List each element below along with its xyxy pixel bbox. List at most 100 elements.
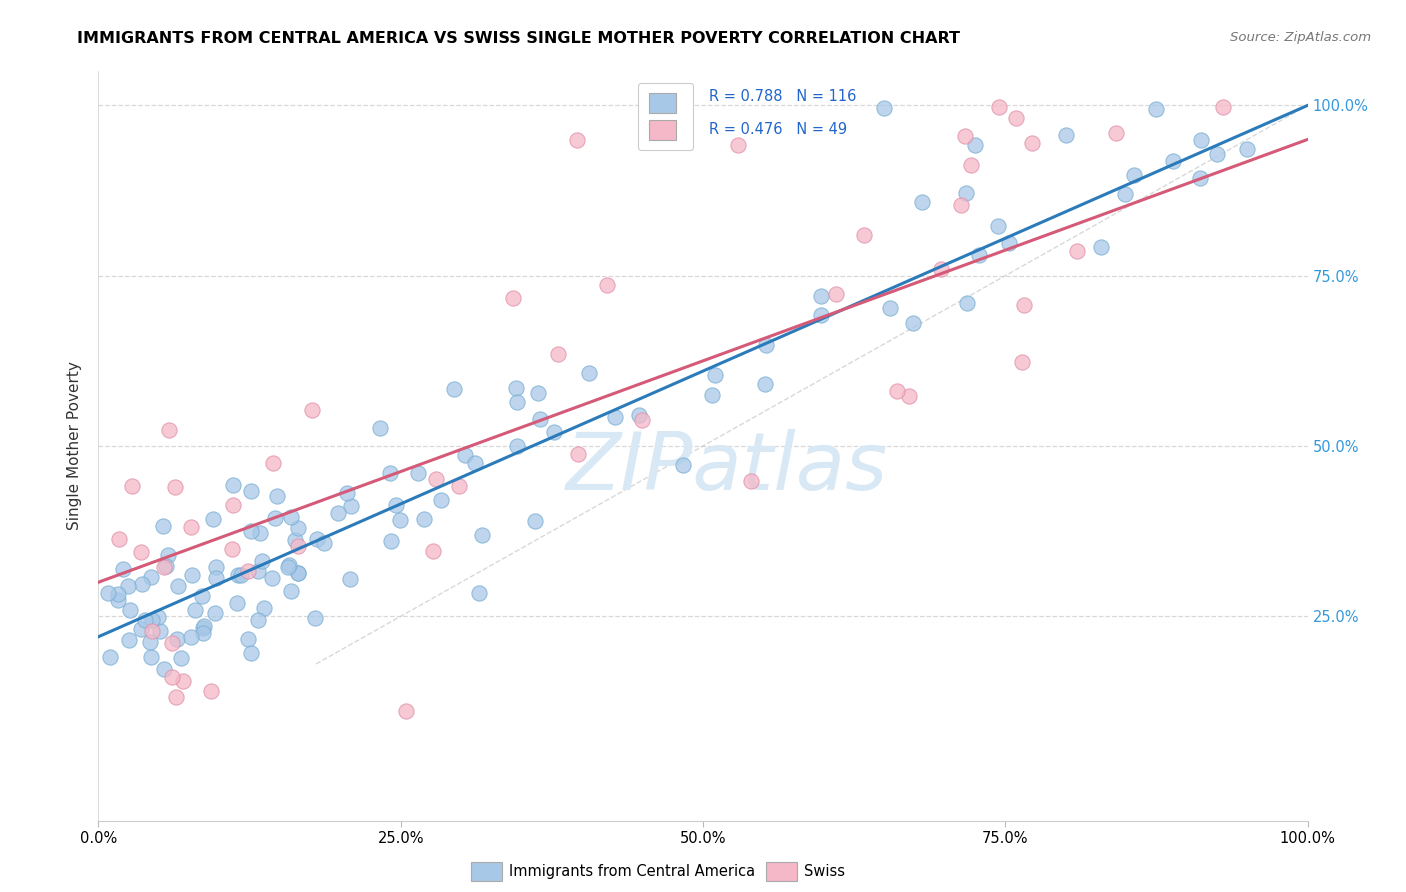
- Point: [395, 704, 418, 718]
- Point: [449, 479, 471, 493]
- Point: [204, 607, 226, 621]
- Point: [464, 456, 486, 470]
- Point: [408, 467, 430, 481]
- Point: [301, 402, 323, 417]
- Point: [527, 386, 550, 401]
- Point: [852, 228, 875, 243]
- Point: [987, 100, 1010, 114]
- Point: [153, 559, 176, 574]
- Point: [129, 622, 152, 636]
- Point: [997, 235, 1019, 250]
- Point: [1021, 136, 1043, 151]
- Point: [152, 519, 174, 533]
- Point: [627, 408, 650, 422]
- Point: [226, 596, 249, 610]
- Point: [1011, 355, 1033, 369]
- Point: [111, 562, 134, 576]
- Point: [305, 532, 328, 546]
- Point: [1123, 168, 1146, 182]
- Point: [810, 289, 832, 303]
- Text: Swiss: Swiss: [804, 864, 845, 879]
- Point: [1066, 244, 1088, 258]
- Point: [97, 585, 120, 599]
- Point: [1211, 100, 1233, 114]
- Point: [700, 388, 723, 402]
- Point: [160, 636, 183, 650]
- Point: [260, 571, 283, 585]
- Point: [873, 101, 896, 115]
- Point: [180, 568, 202, 582]
- Point: [287, 566, 309, 580]
- Point: [239, 524, 262, 538]
- Point: [755, 338, 778, 352]
- Point: [950, 198, 973, 212]
- Point: [139, 635, 162, 649]
- Point: [250, 554, 273, 568]
- Point: [249, 525, 271, 540]
- Point: [903, 316, 925, 330]
- Point: [278, 558, 301, 572]
- Point: [193, 619, 215, 633]
- Point: [266, 489, 288, 503]
- Point: [180, 520, 202, 534]
- Point: [107, 593, 129, 607]
- Point: [389, 512, 412, 526]
- Y-axis label: Single Mother Poverty: Single Mother Poverty: [67, 361, 83, 531]
- Point: [239, 483, 262, 498]
- Point: [191, 621, 214, 635]
- Point: [204, 559, 226, 574]
- Point: [253, 600, 276, 615]
- Point: [1105, 126, 1128, 140]
- Point: [107, 587, 129, 601]
- Point: [727, 137, 749, 152]
- Point: [339, 572, 361, 586]
- Point: [201, 511, 224, 525]
- Point: [703, 368, 725, 383]
- Point: [953, 128, 976, 143]
- Point: [118, 633, 141, 648]
- Point: [505, 381, 527, 395]
- Text: Source: ZipAtlas.com: Source: ZipAtlas.com: [1230, 31, 1371, 45]
- Point: [810, 308, 832, 322]
- Point: [380, 467, 402, 481]
- Point: [157, 423, 180, 437]
- Point: [221, 478, 243, 492]
- Point: [191, 590, 214, 604]
- Point: [578, 366, 600, 380]
- Point: [1161, 153, 1184, 168]
- Point: [340, 499, 363, 513]
- Point: [468, 586, 491, 600]
- Point: [1189, 133, 1212, 147]
- Point: [965, 138, 987, 153]
- Point: [180, 630, 202, 644]
- Point: [1146, 102, 1168, 116]
- Point: [100, 650, 122, 665]
- Point: [247, 564, 270, 578]
- Point: [170, 651, 193, 665]
- Point: [955, 186, 977, 201]
- Point: [1005, 112, 1028, 126]
- Point: [898, 389, 921, 403]
- Text: R = 0.788   N = 116: R = 0.788 N = 116: [709, 89, 856, 104]
- Point: [454, 448, 477, 462]
- Point: [740, 475, 762, 489]
- Point: [172, 673, 194, 688]
- Point: [139, 650, 162, 665]
- Text: ZIPatlas: ZIPatlas: [567, 429, 889, 508]
- Point: [368, 421, 391, 435]
- Point: [524, 514, 547, 528]
- Point: [430, 493, 453, 508]
- Point: [222, 498, 245, 512]
- Point: [631, 413, 654, 427]
- Point: [280, 510, 302, 524]
- Point: [754, 376, 776, 391]
- Point: [886, 384, 908, 398]
- Point: [287, 521, 309, 535]
- Point: [120, 603, 142, 617]
- Legend: , : ,: [638, 83, 693, 150]
- Point: [277, 559, 299, 574]
- Point: [141, 624, 163, 639]
- Point: [129, 544, 152, 558]
- Point: [236, 632, 259, 647]
- Point: [165, 690, 187, 704]
